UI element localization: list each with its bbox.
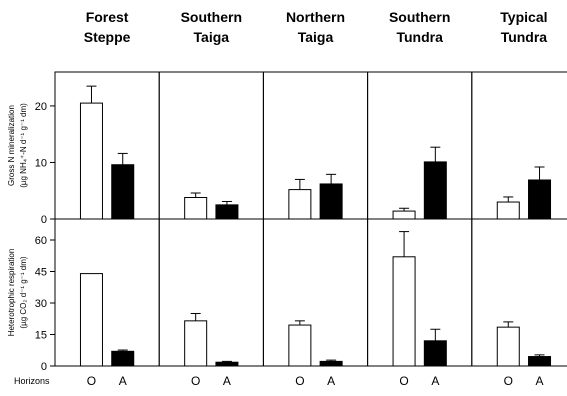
y-axis-label-line1: Gross N mineralization <box>7 105 16 186</box>
x-category-label: A <box>119 374 127 388</box>
bar-o-horizon <box>288 324 312 367</box>
column-title-line1: Forest <box>86 9 129 25</box>
x-category-label: A <box>223 374 231 388</box>
bar-a-horizon <box>319 360 343 367</box>
y-axis-labels: Gross N mineralization (µg NH₄⁺-N d⁻¹ g⁻¹… <box>7 103 28 336</box>
y-axis-label-line2: (µg CO₂ d⁻¹ g⁻¹ dm) <box>19 256 28 329</box>
bar-a-horizon <box>319 183 343 220</box>
bar-o-horizon <box>288 189 312 220</box>
y-tick-label: 0 <box>41 214 47 226</box>
bar-a-horizon <box>215 361 239 367</box>
bar-a-horizon <box>528 179 552 220</box>
y-axis-label-line2: (µg NH₄⁺-N d⁻¹ g⁻¹ dm) <box>19 103 28 188</box>
bar-o-horizon <box>184 320 208 367</box>
column-title-line2: Tundra <box>396 29 443 45</box>
x-axis: Horizons O A O A O A O A O A <box>14 374 544 388</box>
x-category-label: A <box>327 374 335 388</box>
panel-frame <box>54 218 160 367</box>
y-tick-label: 10 <box>35 157 47 169</box>
x-category-label: A <box>536 374 544 388</box>
bar-o-horizon <box>392 256 416 367</box>
y-tick-label: 0 <box>41 361 47 373</box>
column-title-line2: Taiga <box>298 29 334 45</box>
bar-o-horizon <box>79 273 103 367</box>
y-tick-label: 30 <box>35 298 47 310</box>
horizons-label: Horizons <box>14 376 50 386</box>
panel-frame <box>367 71 473 220</box>
y-tick-label: 15 <box>35 330 47 342</box>
column-title-line1: Southern <box>389 9 450 25</box>
bar-a-horizon <box>111 164 135 220</box>
y-tick-label: 20 <box>35 101 47 113</box>
column-title-line1: Northern <box>286 9 345 25</box>
panel-frame <box>471 218 567 367</box>
column-title-line2: Taiga <box>194 29 230 45</box>
x-category-label: O <box>191 374 200 388</box>
x-category-label: O <box>399 374 408 388</box>
panel-frame <box>367 218 473 367</box>
y-tick-label: 60 <box>35 235 47 247</box>
x-category-label: O <box>504 374 513 388</box>
panel-frame <box>262 218 369 367</box>
y-axis-label-line1: Heterotrophic respiration <box>7 249 16 337</box>
bar-a-horizon <box>423 161 447 220</box>
bar-o-horizon <box>79 102 103 220</box>
bar-o-horizon <box>496 201 520 220</box>
panels: 0 10 20 0 15 30 45 60 <box>35 71 567 373</box>
panel-frame <box>54 71 160 220</box>
bar-o-horizon <box>392 210 416 220</box>
panel-frame <box>158 218 264 367</box>
x-category-label: O <box>295 374 304 388</box>
column-title-line2: Tundra <box>501 29 548 45</box>
bar-a-horizon <box>423 340 447 367</box>
x-category-label: O <box>87 374 96 388</box>
column-title-line1: Southern <box>181 9 242 25</box>
panel-frame <box>471 71 567 220</box>
x-category-label: A <box>431 374 439 388</box>
bar-a-horizon <box>215 204 239 220</box>
bar-o-horizon <box>184 197 208 220</box>
panel-frame <box>158 71 264 220</box>
panel-frame <box>262 71 369 220</box>
bar-o-horizon <box>496 326 520 367</box>
column-titles: Forest Steppe Southern Taiga Northern Taiga So… <box>84 9 548 45</box>
column-title-line1: Typical <box>500 9 547 25</box>
bar-a-horizon <box>111 350 135 367</box>
column-title-line2: Steppe <box>84 29 131 45</box>
y-tick-label: 45 <box>35 267 47 279</box>
bar-a-horizon <box>528 356 552 367</box>
